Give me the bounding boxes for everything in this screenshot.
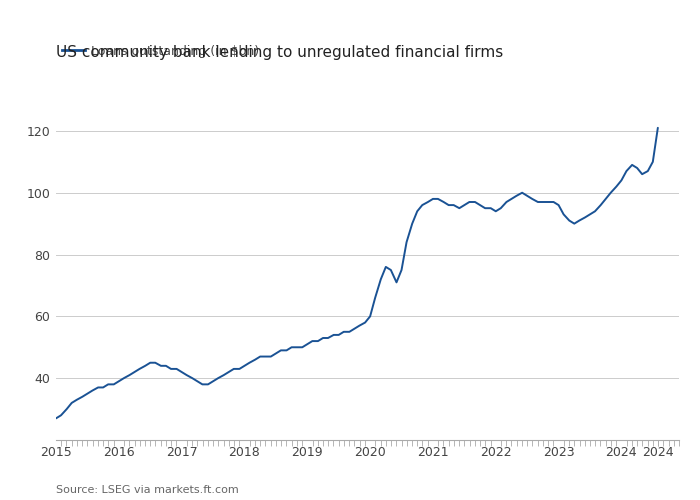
Legend: Loans outstanding (in $bn): Loans outstanding (in $bn): [62, 45, 259, 58]
Text: Source: LSEG via markets.ft.com: Source: LSEG via markets.ft.com: [56, 485, 239, 495]
Text: US community bank lending to unregulated financial firms: US community bank lending to unregulated…: [56, 45, 503, 60]
